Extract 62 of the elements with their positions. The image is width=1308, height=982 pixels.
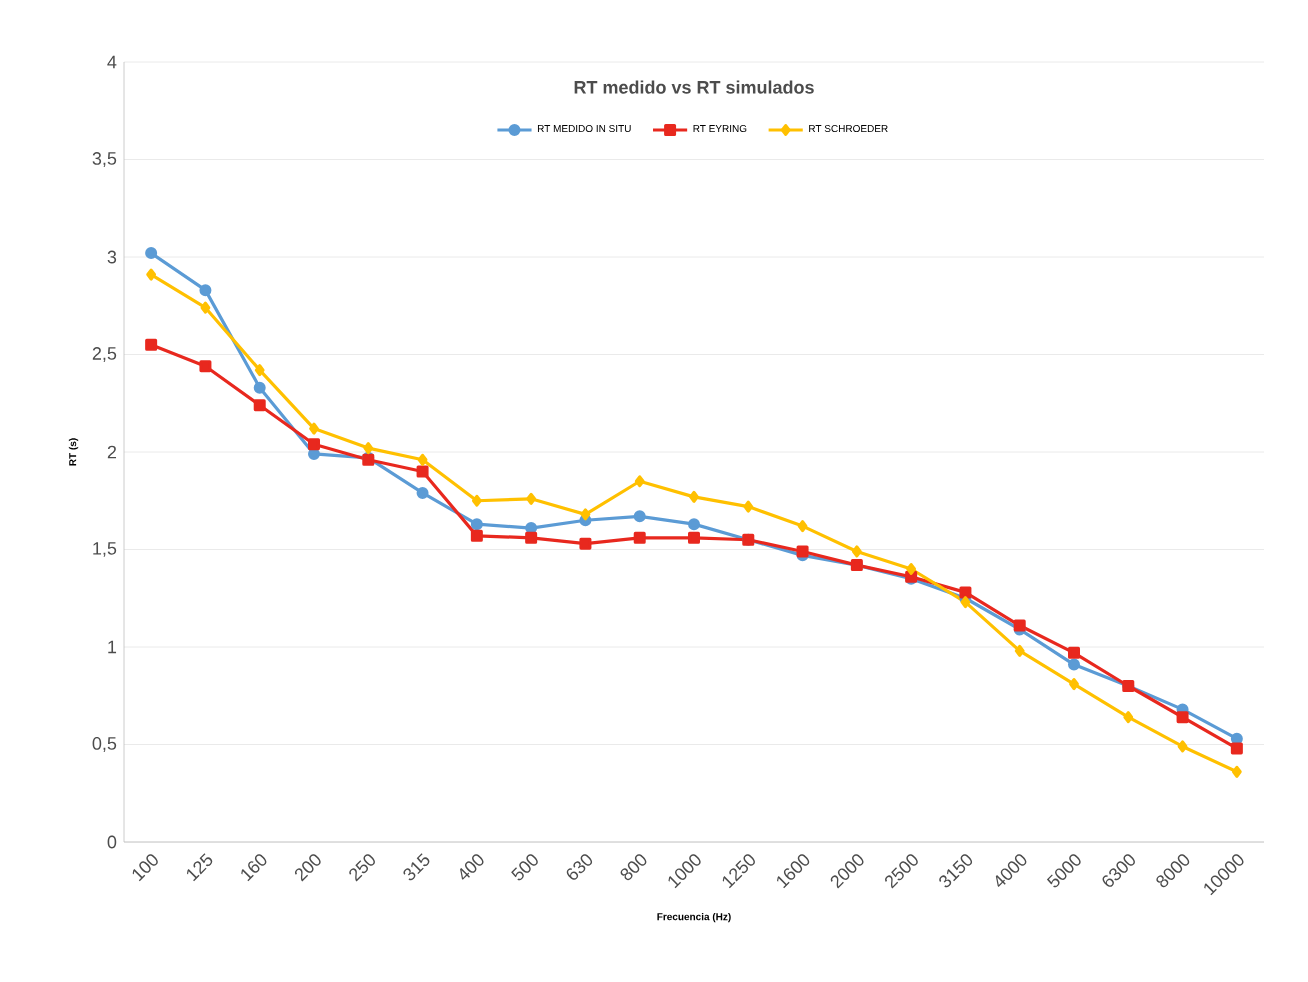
point [1068, 658, 1080, 671]
y-tick-label: 1 [108, 640, 117, 654]
x-tick-label: 500 [511, 854, 538, 881]
point [1014, 644, 1025, 657]
point [471, 494, 482, 507]
point [688, 518, 700, 531]
point [253, 381, 266, 394]
y-tick-label: 0,5 [92, 737, 117, 752]
y-tick-label: 2,5 [92, 347, 117, 362]
point [416, 465, 429, 478]
x-tick-label: 200 [294, 854, 321, 882]
point [254, 364, 265, 377]
point [146, 268, 157, 281]
point [634, 475, 645, 488]
y-tick-label: 0 [107, 835, 117, 849]
x-tick-label: 800 [620, 854, 647, 881]
y-tick-label: 3,5 [92, 152, 117, 167]
y-tick-label: 2 [107, 445, 117, 459]
x-tick-label: 630 [566, 854, 593, 880]
point [1068, 646, 1080, 659]
point [580, 508, 591, 521]
y-tick-label: 4 [107, 55, 117, 69]
point [797, 520, 808, 533]
x-tick-label: 125 [186, 853, 213, 882]
point [579, 537, 592, 550]
point [145, 338, 158, 351]
point [1123, 711, 1134, 724]
point [308, 438, 320, 451]
point [470, 529, 483, 542]
point [525, 531, 538, 544]
point [199, 360, 212, 373]
x-tick-label: 315 [403, 853, 430, 881]
point [688, 531, 700, 544]
point [145, 247, 158, 260]
point [416, 486, 429, 499]
point [1230, 742, 1243, 755]
x-tick-label: 160 [241, 854, 267, 882]
point [906, 563, 917, 575]
text: RT medido vs RT simulados [574, 80, 814, 94]
y-tick-label: 3 [107, 250, 117, 264]
point [199, 284, 212, 297]
point [743, 500, 754, 513]
x-tick-label: 400 [460, 854, 484, 880]
point [851, 545, 862, 558]
point [689, 490, 699, 503]
point [1069, 678, 1079, 691]
x-tick-label: 100 [132, 854, 158, 882]
point [1231, 765, 1242, 778]
point [417, 453, 428, 466]
point [253, 399, 266, 412]
point [633, 510, 646, 523]
point [470, 518, 483, 531]
point [309, 422, 319, 435]
point [1177, 740, 1188, 753]
point [1176, 711, 1189, 724]
point [959, 586, 972, 599]
x-tick-label: 250 [349, 854, 375, 882]
point [200, 301, 211, 314]
point [363, 442, 374, 455]
point [633, 531, 646, 544]
point [526, 492, 537, 505]
y-tick-label: 1,5 [93, 542, 117, 557]
